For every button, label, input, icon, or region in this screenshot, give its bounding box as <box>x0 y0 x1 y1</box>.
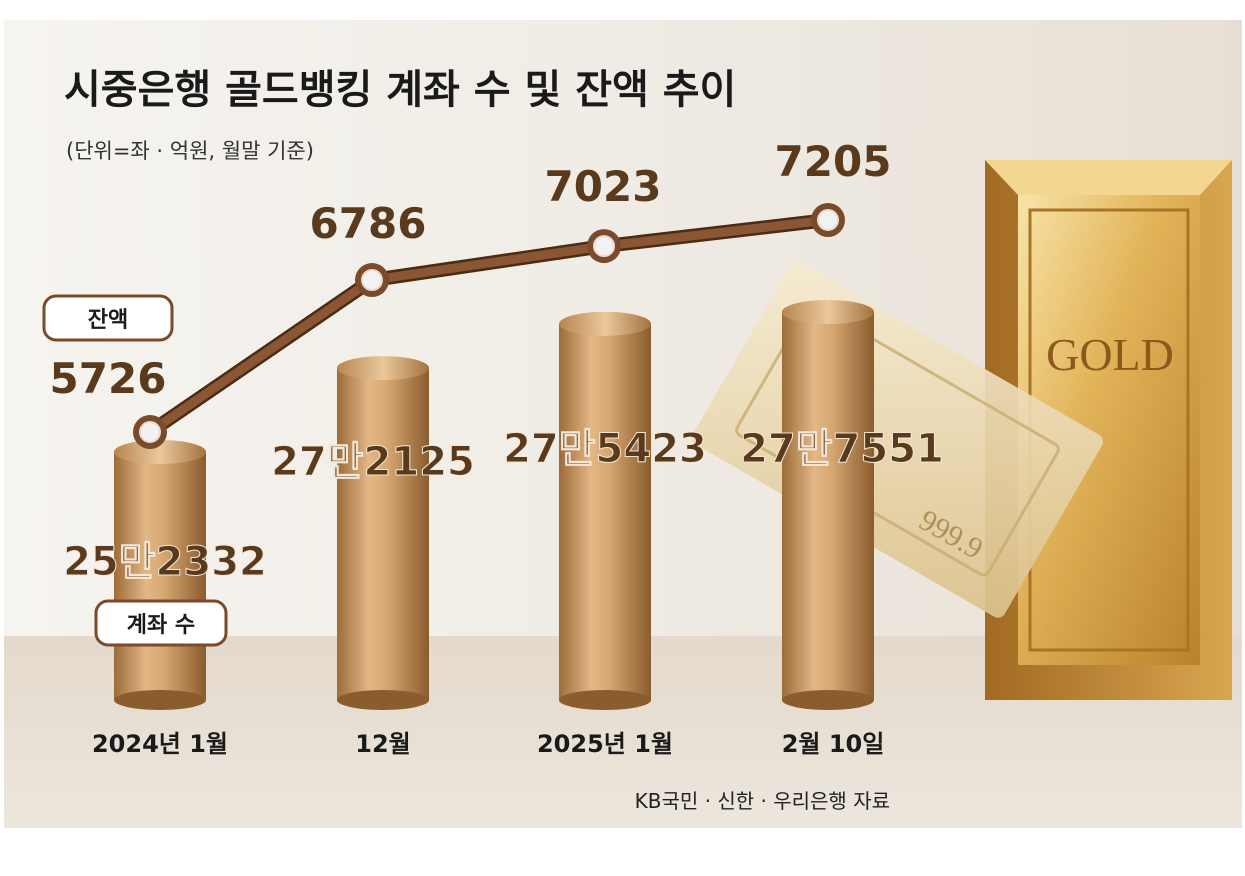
chart-title: 시중은행 골드뱅킹 계좌 수 및 잔액 추이 <box>64 67 736 113</box>
balance-value-label-3: 7023 <box>545 162 662 211</box>
bar-value-label-4: 27만7551 <box>740 426 944 472</box>
bar-value-labels: 25만2332 27만2125 27만5423 27만7551 <box>63 426 945 586</box>
bar-series-accounts <box>114 300 874 710</box>
balance-point-1 <box>133 415 167 449</box>
line-series-balance <box>133 203 845 449</box>
source-note: KB국민 · 신한 · 우리은행 자료 <box>635 789 890 813</box>
x-tick-label-1: 2024년 1월 <box>92 730 228 758</box>
bar-3 <box>559 311 651 710</box>
bar-value-label-2: 27만2125 <box>271 439 475 485</box>
balance-line <box>145 215 833 437</box>
x-tick-label-2: 12월 <box>355 730 410 758</box>
balance-point-4 <box>811 203 845 237</box>
x-tick-label-4: 2월 10일 <box>782 730 885 758</box>
bar-value-label-3: 27만5423 <box>503 426 707 472</box>
gold-bar-label: GOLD <box>1046 329 1174 380</box>
legend-accounts-label: 계좌 수 <box>127 613 195 638</box>
balance-value-label-4: 7205 <box>775 137 892 186</box>
chart-subtitle: (단위=좌 · 억원, 월말 기준) <box>66 139 314 163</box>
balance-point-3 <box>587 229 621 264</box>
bar-4 <box>782 300 874 710</box>
bar-value-label-1: 25만2332 <box>63 539 267 585</box>
legend-accounts: 계좌 수 <box>94 599 228 647</box>
balance-value-label-1: 5726 <box>50 354 167 403</box>
line-value-labels: 5726 6786 7023 7205 <box>50 137 892 403</box>
bar-2 <box>337 356 429 710</box>
bar-1 <box>114 440 206 710</box>
x-axis-ticks: 2024년 1월 12월 2025년 1월 2월 10일 <box>92 730 884 758</box>
x-tick-label-3: 2025년 1월 <box>537 730 673 758</box>
gold-bars-decoration: GOLD 999.9 <box>692 160 1232 700</box>
balance-point-2 <box>355 263 389 298</box>
balance-value-label-2: 6786 <box>310 199 427 248</box>
legend-balance: 잔액 <box>42 294 174 342</box>
legend-balance-label: 잔액 <box>88 308 128 333</box>
